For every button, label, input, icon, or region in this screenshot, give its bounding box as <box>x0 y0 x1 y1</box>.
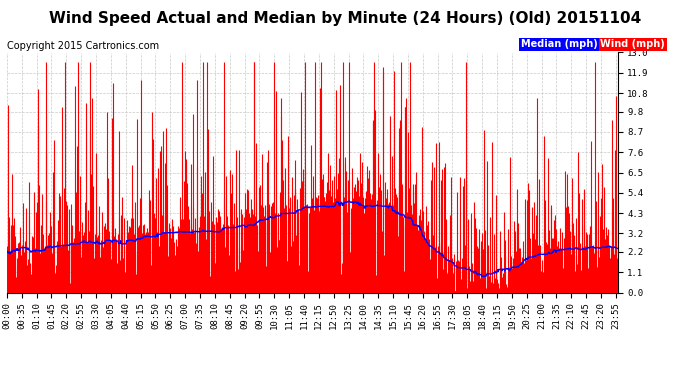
Text: Copyright 2015 Cartronics.com: Copyright 2015 Cartronics.com <box>7 41 159 51</box>
Text: Wind (mph): Wind (mph) <box>600 39 665 50</box>
Text: Median (mph): Median (mph) <box>521 39 598 50</box>
Text: Wind Speed Actual and Median by Minute (24 Hours) (Old) 20151104: Wind Speed Actual and Median by Minute (… <box>49 11 641 26</box>
